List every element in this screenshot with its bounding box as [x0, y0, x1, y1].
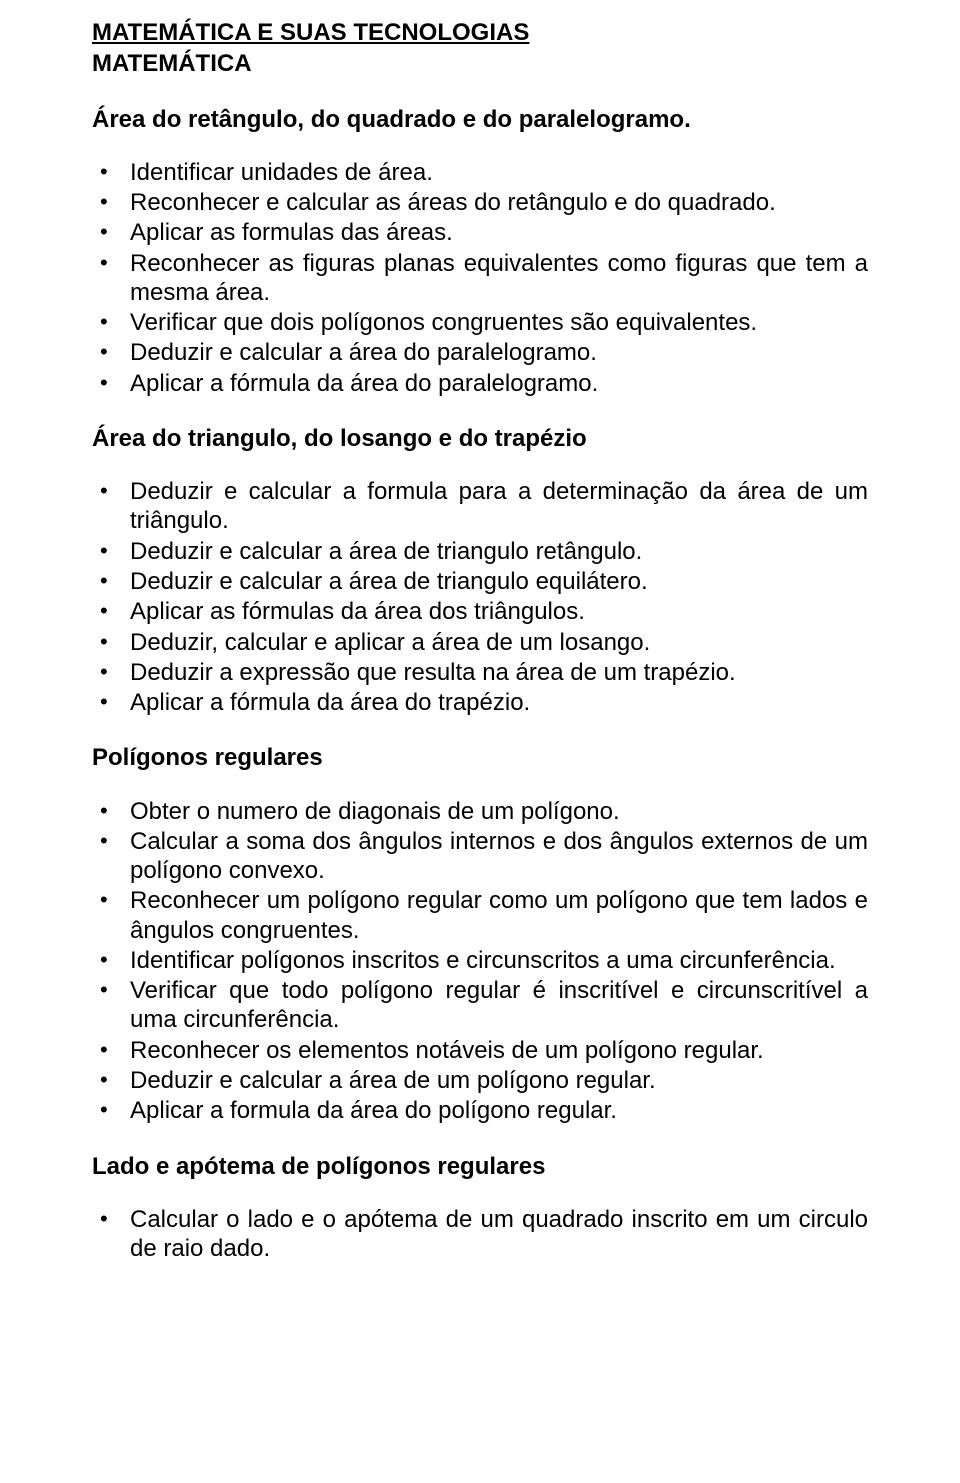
list-item: Reconhecer um polígono regular como um p…	[92, 886, 868, 945]
list-item: Obter o numero de diagonais de um polígo…	[92, 797, 868, 826]
section-heading: Área do retângulo, do quadrado e do para…	[92, 105, 868, 134]
list-item: Deduzir e calcular a formula para a dete…	[92, 477, 868, 536]
section-heading: Lado e apótema de polígonos regulares	[92, 1152, 868, 1181]
list-item: Aplicar a formula da área do polígono re…	[92, 1096, 868, 1125]
list-item: Reconhecer os elementos notáveis de um p…	[92, 1036, 868, 1065]
list-item: Deduzir e calcular a área de um polígono…	[92, 1066, 868, 1095]
sections-container: Área do retângulo, do quadrado e do para…	[92, 105, 868, 1264]
bullet-list: Deduzir e calcular a formula para a dete…	[92, 477, 868, 717]
list-item: Deduzir, calcular e aplicar a área de um…	[92, 628, 868, 657]
list-item: Aplicar as fórmulas da área dos triângul…	[92, 597, 868, 626]
list-item: Reconhecer as figuras planas equivalente…	[92, 249, 868, 308]
section-heading: Área do triangulo, do losango e do trapé…	[92, 424, 868, 453]
list-item: Calcular o lado e o apótema de um quadra…	[92, 1205, 868, 1264]
list-item: Calcular a soma dos ângulos internos e d…	[92, 827, 868, 886]
list-item: Verificar que dois polígonos congruentes…	[92, 308, 868, 337]
list-item: Identificar polígonos inscritos e circun…	[92, 946, 868, 975]
list-item: Verificar que todo polígono regular é in…	[92, 976, 868, 1035]
bullet-list: Identificar unidades de área.Reconhecer …	[92, 158, 868, 398]
list-item: Reconhecer e calcular as áreas do retâng…	[92, 188, 868, 217]
bullet-list: Obter o numero de diagonais de um polígo…	[92, 797, 868, 1126]
section-heading: Polígonos regulares	[92, 743, 868, 772]
list-item: Aplicar a fórmula da área do paralelogra…	[92, 369, 868, 398]
list-item: Identificar unidades de área.	[92, 158, 868, 187]
list-item: Deduzir e calcular a área de triangulo r…	[92, 537, 868, 566]
list-item: Aplicar as formulas das áreas.	[92, 218, 868, 247]
list-item: Aplicar a fórmula da área do trapézio.	[92, 688, 868, 717]
document-subtitle: MATEMÁTICA	[92, 49, 868, 78]
document-title: MATEMÁTICA E SUAS TECNOLOGIAS	[92, 18, 868, 47]
list-item: Deduzir e calcular a área do paralelogra…	[92, 338, 868, 367]
list-item: Deduzir e calcular a área de triangulo e…	[92, 567, 868, 596]
list-item: Deduzir a expressão que resulta na área …	[92, 658, 868, 687]
bullet-list: Calcular o lado e o apótema de um quadra…	[92, 1205, 868, 1264]
